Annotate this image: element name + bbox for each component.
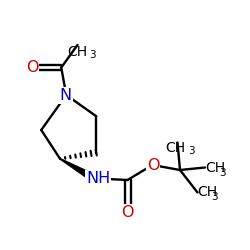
Text: 3: 3	[219, 168, 226, 177]
Text: 3: 3	[90, 50, 96, 60]
Text: N: N	[60, 88, 72, 103]
Polygon shape	[60, 158, 94, 180]
Text: 3: 3	[188, 146, 194, 156]
Text: CH: CH	[206, 161, 226, 175]
Text: O: O	[26, 60, 38, 75]
Text: O: O	[147, 158, 160, 173]
Text: CH: CH	[67, 45, 87, 59]
Text: O: O	[121, 205, 134, 220]
Text: CH: CH	[198, 186, 218, 200]
Text: CH: CH	[165, 141, 185, 155]
Text: NH: NH	[86, 171, 110, 186]
Text: 3: 3	[211, 192, 218, 202]
